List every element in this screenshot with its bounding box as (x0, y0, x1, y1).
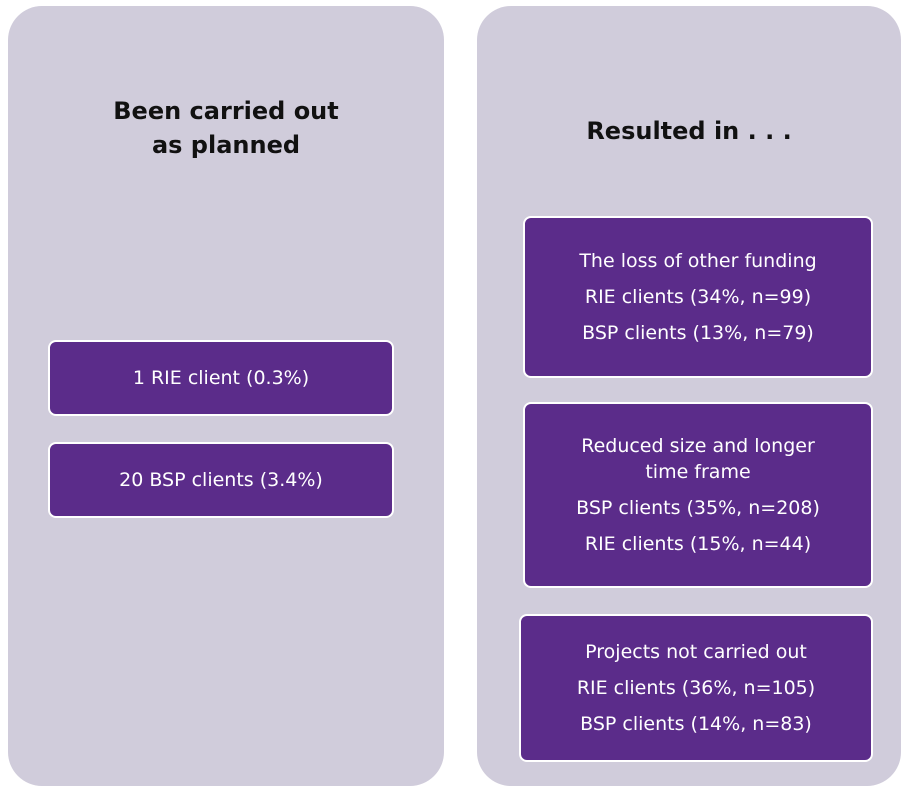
box-line: RIE clients (15%, n=44) (584, 533, 812, 555)
result-box: 1 RIE client (0.3%) (48, 340, 394, 416)
box-line: 1 RIE client (0.3%) (132, 367, 310, 389)
box-line: Projects not carried out (585, 641, 807, 663)
box-line: RIE clients (36%, n=105) (576, 677, 816, 699)
box-line: BSP clients (14%, n=83) (580, 713, 812, 735)
box-line: BSP clients (13%, n=79) (582, 322, 814, 344)
result-box: Reduced size and longer time frame BSP cli… (523, 402, 873, 588)
result-box: 20 BSP clients (3.4%) (48, 442, 394, 518)
box-line: The loss of other funding (579, 250, 817, 272)
panel-title: Been carried out as planned (8, 94, 444, 162)
title-line: Resulted in . . . (586, 117, 792, 145)
result-box: The loss of other funding RIE clients (34… (523, 216, 873, 378)
result-box: Projects not carried out RIE clients (36%… (519, 614, 873, 762)
box-line: Reduced size and longer (581, 435, 815, 457)
title-line: as planned (151, 131, 301, 159)
panel: Been carried out as planned 1 RIE client (… (8, 6, 444, 786)
box-line: BSP clients (35%, n=208) (576, 497, 820, 519)
box-line: RIE clients (34%, n=99) (584, 286, 812, 308)
title-line: Been carried out (113, 97, 339, 125)
box-line: time frame (645, 461, 751, 483)
box-line: 20 BSP clients (3.4%) (119, 469, 323, 491)
panel: Resulted in . . . The loss of other fundi… (477, 6, 901, 786)
panel-title: Resulted in . . . (477, 114, 901, 148)
